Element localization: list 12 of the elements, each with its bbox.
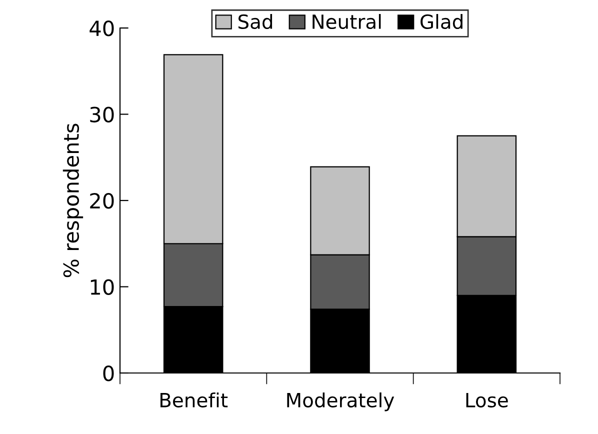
y-tick-label: 20 [90,192,114,209]
x-tick-label: Lose [466,393,508,408]
y-axis-title: % respondents [62,124,84,278]
y-tick-label: 0 [103,365,114,382]
legend-label: Neutral [312,14,381,30]
legend-label: Glad [420,14,462,30]
y-tick-label: 10 [90,279,114,295]
x-tick-label: Benefit [160,392,228,408]
y-tick-label: 30 [90,106,114,122]
legend-label: Sad [238,14,272,30]
y-tick-label: 40 [90,20,114,36]
x-tick-label: Moderately [287,392,394,412]
